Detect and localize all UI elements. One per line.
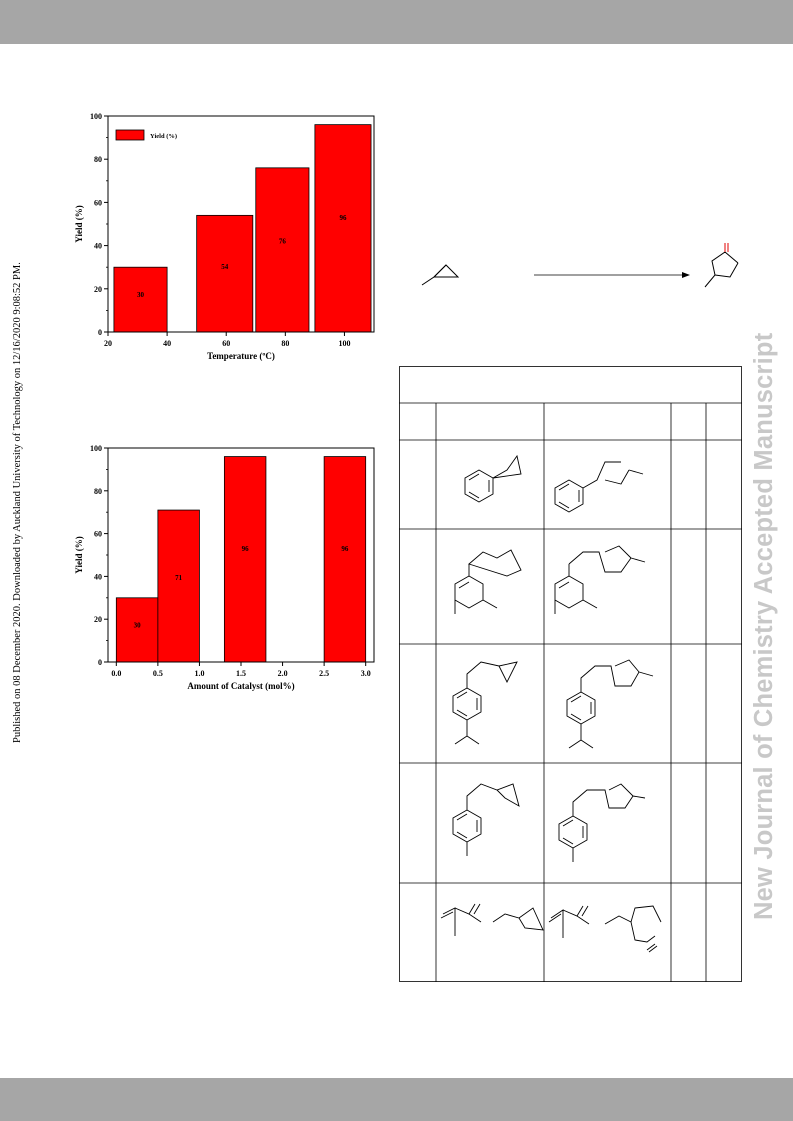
x-tick-label-2: 60 xyxy=(222,339,230,348)
x-tick-label-0: 0.0 xyxy=(111,669,121,678)
bar-label-3: 96 xyxy=(341,545,349,553)
y-tick-label-1: 20 xyxy=(94,615,102,624)
legend-swatch xyxy=(115,129,145,141)
x-tick-label-1: 40 xyxy=(163,339,171,348)
legend-label: Yield (%) xyxy=(150,133,177,140)
y-tick-label-3: 60 xyxy=(94,198,102,207)
x-tick-label-1: 0.5 xyxy=(153,669,163,678)
row1-structures xyxy=(464,454,644,513)
bar-3 xyxy=(323,456,367,663)
x-tick-label-4: 100 xyxy=(338,339,350,348)
journal-watermark: New Journal of Chemistry Accepted Manusc… xyxy=(746,190,786,930)
y-tick-label-5: 100 xyxy=(90,112,102,121)
row4-structures xyxy=(452,783,646,862)
x-tick-label-2: 1.0 xyxy=(194,669,204,678)
lactone-product xyxy=(704,243,739,288)
publication-side-note: Published on 08 December 2020. Downloade… xyxy=(12,238,24,758)
y-tick-label-0: 0 xyxy=(98,658,102,667)
side-note-text: Published on 08 December 2020. Downloade… xyxy=(12,262,23,743)
row5-structures xyxy=(440,903,662,953)
x-tick-label-6: 3.0 xyxy=(361,669,371,678)
row2-structures xyxy=(454,545,646,614)
cyclopropane-reactant xyxy=(421,264,460,286)
y-tick-label-2: 40 xyxy=(94,572,102,581)
bar-label-2: 76 xyxy=(279,237,287,245)
footer-bar xyxy=(0,1078,793,1121)
row3-structures xyxy=(452,659,654,749)
y-tick-label-1: 20 xyxy=(94,285,102,294)
y-tick-label-5: 100 xyxy=(90,444,102,453)
x-axis-label: Temperature (ºC) xyxy=(207,351,275,361)
y-axis-label: Yield (%) xyxy=(74,205,84,242)
substrate-table xyxy=(399,366,742,982)
bar-1 xyxy=(196,214,254,333)
y-tick-label-0: 0 xyxy=(98,328,102,337)
header-bar xyxy=(0,0,793,44)
bar-label-0: 30 xyxy=(137,291,145,299)
bar-2 xyxy=(223,456,267,663)
arrow-head xyxy=(682,272,690,278)
bar-0 xyxy=(115,597,159,663)
y-tick-label-2: 40 xyxy=(94,242,102,251)
x-tick-label-3: 1.5 xyxy=(236,669,246,678)
x-tick-label-0: 20 xyxy=(104,339,112,348)
y-tick-label-4: 80 xyxy=(94,487,102,496)
bar-label-1: 71 xyxy=(175,574,183,582)
x-tick-label-3: 80 xyxy=(281,339,289,348)
bar-2 xyxy=(255,167,310,333)
x-axis-label: Amount of Catalyst (mol%) xyxy=(187,681,294,691)
x-tick-label-4: 2.0 xyxy=(278,669,288,678)
bar-label-3: 96 xyxy=(339,214,347,222)
bar-3 xyxy=(314,124,372,333)
y-axis-label: Yield (%) xyxy=(74,536,84,573)
watermark-text: New Journal of Chemistry Accepted Manusc… xyxy=(750,332,778,920)
bar-label-2: 96 xyxy=(242,545,250,553)
catalyst-yield-chart: 30 71 96 96 0 20 40 60 80 100 0.0 0.5 1.0 1.5 2.0 2.5 3.… xyxy=(74,444,375,691)
bar-0 xyxy=(113,266,168,333)
y-tick-label-3: 60 xyxy=(94,530,102,539)
y-tick-label-4: 80 xyxy=(94,155,102,164)
bar-label-0: 30 xyxy=(134,621,142,629)
x-tick-label-5: 2.5 xyxy=(319,669,329,678)
bar-1 xyxy=(157,509,200,663)
bar-label-1: 54 xyxy=(221,263,229,271)
reaction-scheme xyxy=(421,243,739,288)
